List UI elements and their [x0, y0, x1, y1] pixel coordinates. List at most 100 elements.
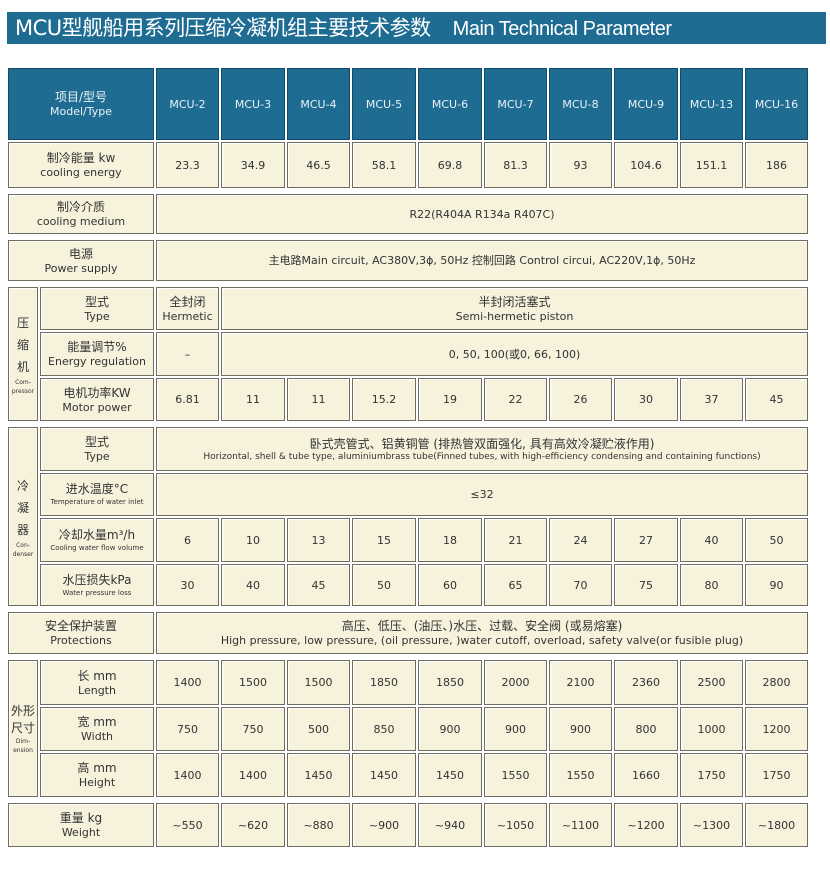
- label-en: Energy regulation: [48, 355, 146, 368]
- page-title: MCU型舰船用系列压缩冷凝机组主要技术参数 Main Technical Para…: [7, 12, 826, 44]
- value-cell: 27: [614, 518, 678, 562]
- label-en: Model/Type: [50, 105, 112, 118]
- model-header: MCU-6: [418, 68, 482, 140]
- label-zh: 电机功率KW: [63, 385, 131, 400]
- model-header: MCU-8: [549, 68, 612, 140]
- value-cell: 1400: [156, 753, 219, 797]
- label-en: High pressure, low pressure, (oil pressu…: [220, 634, 744, 647]
- row-label: 长 mm Length: [40, 660, 154, 705]
- header-label: 项目/型号 Model/Type: [8, 68, 154, 140]
- value-cell: 1200: [745, 707, 808, 751]
- label-en: Width: [81, 730, 113, 743]
- group-label-dimension: 外形尺寸 Dim-ension: [8, 660, 38, 797]
- row-label: 水压损失kPa Water pressure loss: [40, 564, 154, 606]
- table-row-weight: 重量 kg Weight ~550 ~620 ~880 ~900 ~940 ~1050 ~110…: [8, 803, 808, 847]
- row-gap: [8, 608, 808, 610]
- value-cell: ~1050: [484, 803, 547, 847]
- label-zh: 高 mm: [77, 761, 117, 775]
- value-cell: 30: [156, 564, 219, 606]
- row-gap: [8, 190, 808, 192]
- row-gap: [8, 423, 808, 425]
- label-en: Type: [84, 309, 110, 323]
- span-value: 高压、低压、(油压、)水压、过载、安全阀 (或易熔塞) High pressure…: [156, 612, 808, 654]
- label-en: Length: [78, 683, 116, 697]
- value-cell: 186: [745, 142, 808, 188]
- value-cell: 1850: [418, 660, 482, 705]
- model-header: MCU-9: [614, 68, 678, 140]
- label-en: Temperature of water inlet: [50, 498, 144, 506]
- value-cell: ~900: [352, 803, 416, 847]
- value-cell: 1850: [352, 660, 416, 705]
- value-cell: 2500: [680, 660, 743, 705]
- row-label: 冷却水量m³/h Cooling water flow volume: [40, 518, 154, 562]
- label-en: Semi-hermetic piston: [455, 309, 574, 323]
- table-row-water-inlet-temp: 进水温度°C Temperature of water inlet ≤32: [8, 473, 808, 516]
- value-cell: 11: [287, 378, 350, 421]
- label-zh: 型式: [84, 294, 109, 309]
- table-row-energy-regulation: 能量调节% Energy regulation –0, 50, 100(或0, 66…: [8, 332, 808, 376]
- table-row-width: 宽 mm Width 750 750 500 850 900 900 900 800 1000 120…: [8, 707, 808, 751]
- table-row-motor-power: 电机功率KW Motor power 6.81 11 11 15.2 19 22 26 30 37 4…: [8, 378, 808, 421]
- label-zh: 长 mm: [77, 668, 117, 683]
- value-cell: 104.6: [614, 142, 678, 188]
- value-cell: 40: [221, 564, 285, 606]
- value-cell: 1550: [484, 753, 547, 797]
- group-zh: 压缩机: [16, 316, 29, 374]
- label-en: Type: [84, 450, 110, 463]
- parameter-table: 项目/型号 Model/Type MCU-2 MCU-3 MCU-4 MCU-5 MCU-6…: [6, 66, 810, 849]
- value-cell: 1550: [549, 753, 612, 797]
- row-label: 宽 mm Width: [40, 707, 154, 751]
- row-gap: [8, 236, 808, 238]
- span-value: 卧式壳管式、铝黄铜管 (排热管双面强化, 具有高效冷凝贮液作用) Horizont…: [156, 427, 808, 471]
- value-cell: 11: [221, 378, 285, 421]
- value-cell: 2000: [484, 660, 547, 705]
- title-zh: MCU型舰船用系列压缩冷凝机组主要技术参数: [15, 16, 431, 40]
- value-cell: 1500: [221, 660, 285, 705]
- value-cell: 1660: [614, 753, 678, 797]
- value-cell: 6: [156, 518, 219, 562]
- value-cell: ~1800: [745, 803, 808, 847]
- label-zh: 全封闭: [169, 294, 206, 309]
- value-cell: ~1200: [614, 803, 678, 847]
- model-header: MCU-4: [287, 68, 350, 140]
- value-cell: 70: [549, 564, 612, 606]
- value-cell: 34.9: [221, 142, 285, 188]
- value-cell: 850: [352, 707, 416, 751]
- value-cell: 2800: [745, 660, 808, 705]
- first-value: –: [156, 332, 219, 376]
- group-label-condenser: 冷凝器 Con-denser: [8, 427, 38, 606]
- value-cell: 45: [745, 378, 808, 421]
- value-cell: 10: [221, 518, 285, 562]
- table-row-height: 高 mm Height 1400 1400 1450 1450 1450 1550 1550 16…: [8, 753, 808, 797]
- label-zh: 重量 kg: [59, 811, 103, 825]
- value-cell: 800: [614, 707, 678, 751]
- span-value: ≤32: [156, 473, 808, 516]
- value-cell: 19: [418, 378, 482, 421]
- value-cell: 1450: [418, 753, 482, 797]
- label-en: Weight: [61, 826, 101, 839]
- value-cell: ~940: [418, 803, 482, 847]
- value-cell: 1500: [287, 660, 350, 705]
- value-cell: 1750: [680, 753, 743, 797]
- label-zh: 半封闭活塞式: [478, 294, 551, 309]
- row-gap: [8, 656, 808, 658]
- label-en: Hermetic: [162, 309, 213, 323]
- group-label-compressor: 压缩机 Com-pressor: [8, 287, 38, 421]
- value-cell: 26: [549, 378, 612, 421]
- label-en: Protections: [50, 634, 112, 647]
- row-label: 型式 Type: [40, 427, 154, 471]
- value-cell: 1400: [156, 660, 219, 705]
- value-cell: 75: [614, 564, 678, 606]
- value-cell: 750: [156, 707, 219, 751]
- model-header: MCU-7: [484, 68, 547, 140]
- value-cell: 50: [745, 518, 808, 562]
- group-en: Con-denser: [12, 541, 34, 558]
- row-label: 制冷能量 kw cooling energy: [8, 142, 154, 188]
- value-cell: 22: [484, 378, 547, 421]
- label-zh: 能量调节%: [67, 340, 127, 354]
- value-cell: ~1300: [680, 803, 743, 847]
- model-header: MCU-13: [680, 68, 743, 140]
- label-en: Power supply: [44, 261, 118, 275]
- table-row-water-pressure-loss: 水压损失kPa Water pressure loss 30 40 45 50 60 65 70…: [8, 564, 808, 606]
- label-zh: 安全保护装置: [44, 619, 117, 633]
